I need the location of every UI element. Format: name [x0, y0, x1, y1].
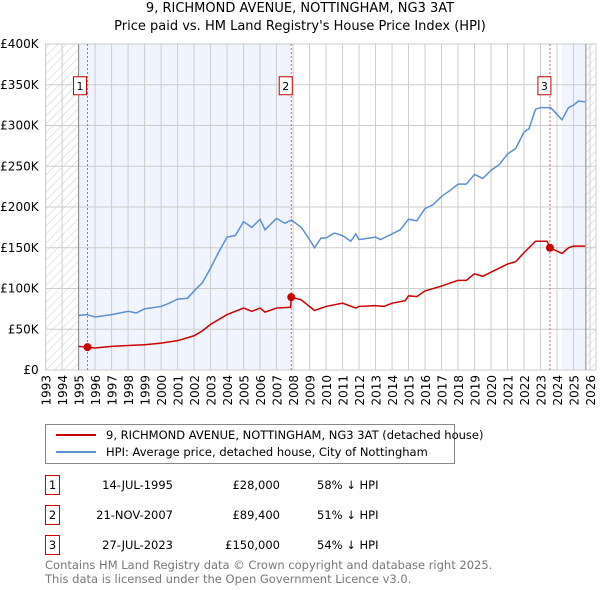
- legend-label: 9, RICHMOND AVENUE, NOTTINGHAM, NG3 3AT …: [106, 428, 484, 442]
- sale-label: 3: [541, 80, 548, 93]
- x-tick-label: 2013: [370, 375, 384, 406]
- x-tick-label: 2017: [436, 375, 450, 406]
- date: 14-JUL-1995: [102, 478, 173, 492]
- transaction-row: 2 21-NOV-2007 £89,400 51% ↓ HPI: [45, 505, 545, 525]
- x-tick-label: 2025: [568, 375, 582, 406]
- y-tick-label: £100K: [0, 282, 40, 296]
- x-tick-label: 2018: [452, 375, 466, 406]
- y-tick-label: £150K: [0, 241, 40, 255]
- price: £150,000: [225, 538, 280, 552]
- series-line: [78, 240, 586, 349]
- x-tick-label: 2008: [287, 375, 301, 406]
- legend-label: HPI: Average price, detached house, City…: [106, 445, 428, 459]
- marker-badge: 2: [45, 505, 60, 525]
- y-tick-label: £350K: [0, 78, 40, 92]
- y-tick-label: £50K: [8, 322, 40, 336]
- x-tick-label: 1996: [89, 375, 103, 406]
- y-tick-label: £200K: [0, 200, 40, 214]
- x-tick-label: 2015: [403, 375, 417, 406]
- series-line: [78, 100, 586, 318]
- x-tick-label: 2011: [337, 375, 351, 406]
- x-tick-label: 1993: [40, 375, 54, 406]
- red-line-swatch: [56, 434, 96, 436]
- chart-subtitle: Price paid vs. HM Land Registry's House …: [114, 19, 486, 34]
- x-tick-label: 2024: [551, 375, 565, 406]
- x-tick-label: 2001: [172, 375, 186, 406]
- x-tick-label: 1999: [139, 375, 153, 406]
- legend-item-property: 9, RICHMOND AVENUE, NOTTINGHAM, NG3 3AT …: [56, 428, 483, 442]
- x-tick-label: 2004: [221, 375, 235, 406]
- x-tick-label: 2026: [584, 375, 598, 406]
- x-tick-label: 1994: [56, 375, 70, 406]
- hpi-diff: 51% ↓ HPI: [317, 508, 379, 522]
- legend-item-hpi: HPI: Average price, detached house, City…: [56, 445, 428, 459]
- transaction-row: 3 27-JUL-2023 £150,000 54% ↓ HPI: [45, 535, 545, 555]
- x-tick-label: 1998: [122, 375, 136, 406]
- footer: Contains HM Land Registry data © Crown c…: [45, 558, 492, 586]
- date: 27-JUL-2023: [102, 538, 173, 552]
- x-tick-label: 2010: [320, 375, 334, 406]
- x-tick-label: 2007: [271, 375, 285, 406]
- sale-label-box: [537, 76, 552, 96]
- price: £28,000: [232, 478, 280, 492]
- sale-label: 2: [282, 80, 289, 93]
- legend: 9, RICHMOND AVENUE, NOTTINGHAM, NG3 3AT …: [45, 424, 483, 464]
- licence-text: This data is licensed under the Open Gov…: [45, 572, 412, 586]
- blue-line-swatch: [56, 451, 96, 453]
- x-tick-label: 2021: [502, 375, 516, 406]
- x-tick-label: 2016: [419, 375, 433, 406]
- sale-point: [287, 293, 296, 302]
- x-tick-label: 1997: [106, 375, 120, 406]
- x-tick-label: 2019: [469, 375, 483, 406]
- y-tick-label: £0: [23, 363, 38, 377]
- y-tick-label: £250K: [0, 159, 40, 173]
- x-tick-label: 2000: [155, 375, 169, 406]
- x-tick-label: 2009: [304, 375, 318, 406]
- x-tick-label: 2020: [485, 375, 499, 406]
- y-tick-label: £400K: [0, 37, 40, 51]
- hpi-diff: 54% ↓ HPI: [317, 538, 379, 552]
- copyright-text: Contains HM Land Registry data © Crown c…: [45, 558, 493, 572]
- sale-point: [545, 243, 554, 252]
- x-tick-label: 2012: [353, 375, 367, 406]
- sale-label: 1: [77, 80, 84, 93]
- price-chart: £0 £50K £100K £150K £200K £250K £300K £350K £400…: [0, 37, 598, 406]
- x-tick-label: 1995: [73, 375, 87, 406]
- marker-badge: 1: [45, 475, 60, 495]
- chart-title: 9, RICHMOND AVENUE, NOTTINGHAM, NG3 3AT: [145, 1, 455, 16]
- transaction-row: 1 14-JUL-1995 £28,000 58% ↓ HPI: [45, 475, 545, 495]
- hpi-diff: 58% ↓ HPI: [317, 478, 379, 492]
- marker-badge: 3: [45, 535, 60, 555]
- x-tick-label: 2014: [386, 375, 400, 406]
- x-tick-label: 2023: [535, 375, 549, 406]
- x-tick-label: 2002: [188, 375, 202, 406]
- sale-point: [83, 343, 92, 352]
- x-tick-label: 2003: [205, 375, 219, 406]
- price: £89,400: [232, 508, 280, 522]
- x-tick-label: 2022: [518, 375, 532, 406]
- date: 21-NOV-2007: [96, 508, 173, 522]
- x-tick-label: 2006: [254, 375, 268, 406]
- y-tick-label: £300K: [0, 119, 40, 133]
- x-tick-label: 2005: [238, 375, 252, 406]
- sale-label-box: [278, 76, 293, 96]
- sale-label-box: [73, 76, 88, 96]
